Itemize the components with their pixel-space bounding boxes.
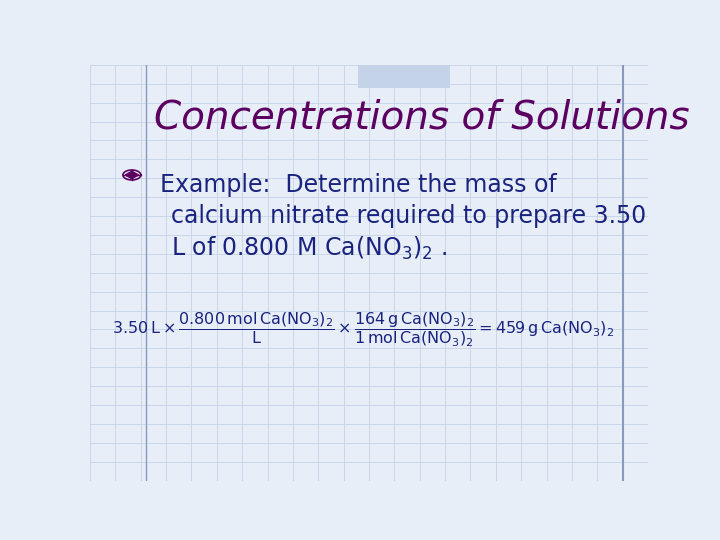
Text: Example:  Determine the mass of: Example: Determine the mass of [160,173,557,197]
Polygon shape [125,171,138,179]
Text: Concentrations of Solutions: Concentrations of Solutions [154,98,690,136]
Text: $3.50\,\mathrm{L} \times \dfrac{0.800\,\mathrm{mol\,Ca(NO_3)_2}}{\mathrm{L}} \ti: $3.50\,\mathrm{L} \times \dfrac{0.800\,\… [112,310,615,348]
FancyBboxPatch shape [358,65,450,87]
Text: calcium nitrate required to prepare 3.50: calcium nitrate required to prepare 3.50 [171,204,646,228]
Text: L of 0.800 M Ca(NO$_3$)$_2$ .: L of 0.800 M Ca(NO$_3$)$_2$ . [171,235,447,262]
